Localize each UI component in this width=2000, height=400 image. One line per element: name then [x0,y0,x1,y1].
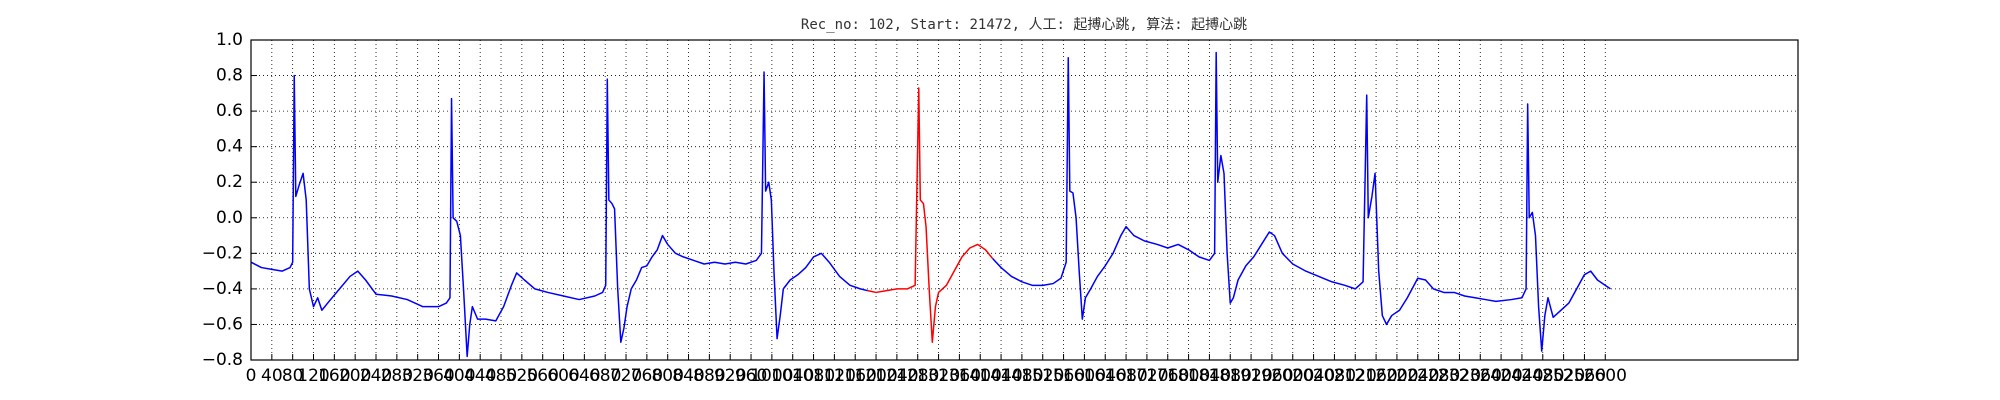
x-tick-label: 520 [506,366,538,386]
x-tick-label: 1760 [1146,366,1189,386]
x-tick-label: 1200 [854,366,897,386]
x-tick-label: 240 [360,366,392,386]
y-tick-label: −0.8 [202,350,243,370]
x-tick-label: 2280 [1417,366,1460,386]
x-tick-label: 560 [526,366,558,386]
y-tick-label: −0.2 [202,243,243,263]
x-tick-label: 2520 [1542,366,1585,386]
x-tick-label: 600 [547,366,579,386]
x-tick-label: 2000 [1271,366,1314,386]
x-tick-label: 1400 [959,366,1002,386]
x-tick-label: 1160 [834,366,877,386]
x-tick-label: 40 [261,366,283,386]
x-tick-label: 2320 [1438,366,1481,386]
y-tick-label: 0.0 [216,208,243,228]
x-tick-label: 920 [714,366,746,386]
x-tick-label: 720 [610,366,642,386]
x-tick-label: 2360 [1459,366,1502,386]
x-tick-label: 840 [672,366,704,386]
x-tick-label: 400 [443,366,475,386]
x-tick-label: 2120 [1334,366,1377,386]
x-tick-label: 1000 [750,366,793,386]
x-tick-label: 2440 [1500,366,1543,386]
x-tick-label: 1320 [917,366,960,386]
x-tick-label: 2560 [1563,366,1606,386]
x-tick-label: 800 [651,366,683,386]
ecg-line [867,87,994,343]
lines [250,51,1611,358]
x-tick-label: 2160 [1354,366,1397,386]
x-tick-label: 480 [485,366,517,386]
x-tick-label: 1480 [1000,366,1043,386]
y-tick-label: 0.2 [216,172,243,192]
x-tick-label: 440 [464,366,496,386]
y-tick-label: 1.0 [216,30,243,50]
x-tick-label: 1640 [1084,366,1127,386]
x-tick-label: 1560 [1042,366,1085,386]
x-tick-label: 760 [631,366,663,386]
x-tick-label: 680 [589,366,621,386]
axes-frame [250,39,1799,361]
ecg-line [992,51,1611,352]
x-tick-label: 2040 [1292,366,1335,386]
x-tick-label: 2200 [1375,366,1418,386]
x-tick-label: 1600 [1063,366,1106,386]
x-tick-label: 1240 [875,366,918,386]
grid [250,39,1798,361]
x-tick-label: 1800 [1167,366,1210,386]
x-tick-label: 120 [297,366,329,386]
x-tick-label: 1840 [1188,366,1231,386]
x-tick-label: 1680 [1104,366,1147,386]
x-tick-label: 1360 [938,366,981,386]
x-tick-label: 1440 [979,366,1022,386]
x-tick-label: 2400 [1479,366,1522,386]
x-tick-label: 1280 [896,366,939,386]
x-tick-label: 1080 [792,366,835,386]
x-tick-label: 0 [246,366,257,386]
x-tick-label: 2480 [1521,366,1564,386]
y-tick-label: 0.6 [216,101,243,121]
x-tick-label: 80 [282,366,304,386]
x-tick-label: 880 [693,366,725,386]
x-tick-label: 360 [422,366,454,386]
y-tick-label: 0.4 [216,137,243,157]
x-tick-label: 1120 [813,366,856,386]
x-tick-label: 1960 [1250,366,1293,386]
x-tick-label: 2600 [1584,366,1627,386]
y-tick-label: 0.8 [216,66,243,86]
x-tick-label: 1880 [1209,366,1252,386]
x-tick-label: 1520 [1021,366,1064,386]
chart-title: Rec_no: 102, Start: 21472, 人工: 起搏心跳, 算法:… [801,16,1247,33]
y-tick-label: −0.6 [202,314,243,334]
x-tick-label: 1720 [1125,366,1168,386]
x-tick-label: 2080 [1313,366,1356,386]
x-tick-label: 960 [735,366,767,386]
x-tick-label: 1040 [771,366,814,386]
x-tick-label: 320 [401,366,433,386]
x-tick-label: 280 [381,366,413,386]
ecg-line [250,71,868,358]
x-tick-label: 160 [318,366,350,386]
x-tick-label: 2240 [1396,366,1439,386]
x-tick-label: 200 [339,366,371,386]
x-tick-label: 1920 [1229,366,1272,386]
x-tick-label: 640 [568,366,600,386]
y-tick-label: −0.4 [202,279,243,299]
